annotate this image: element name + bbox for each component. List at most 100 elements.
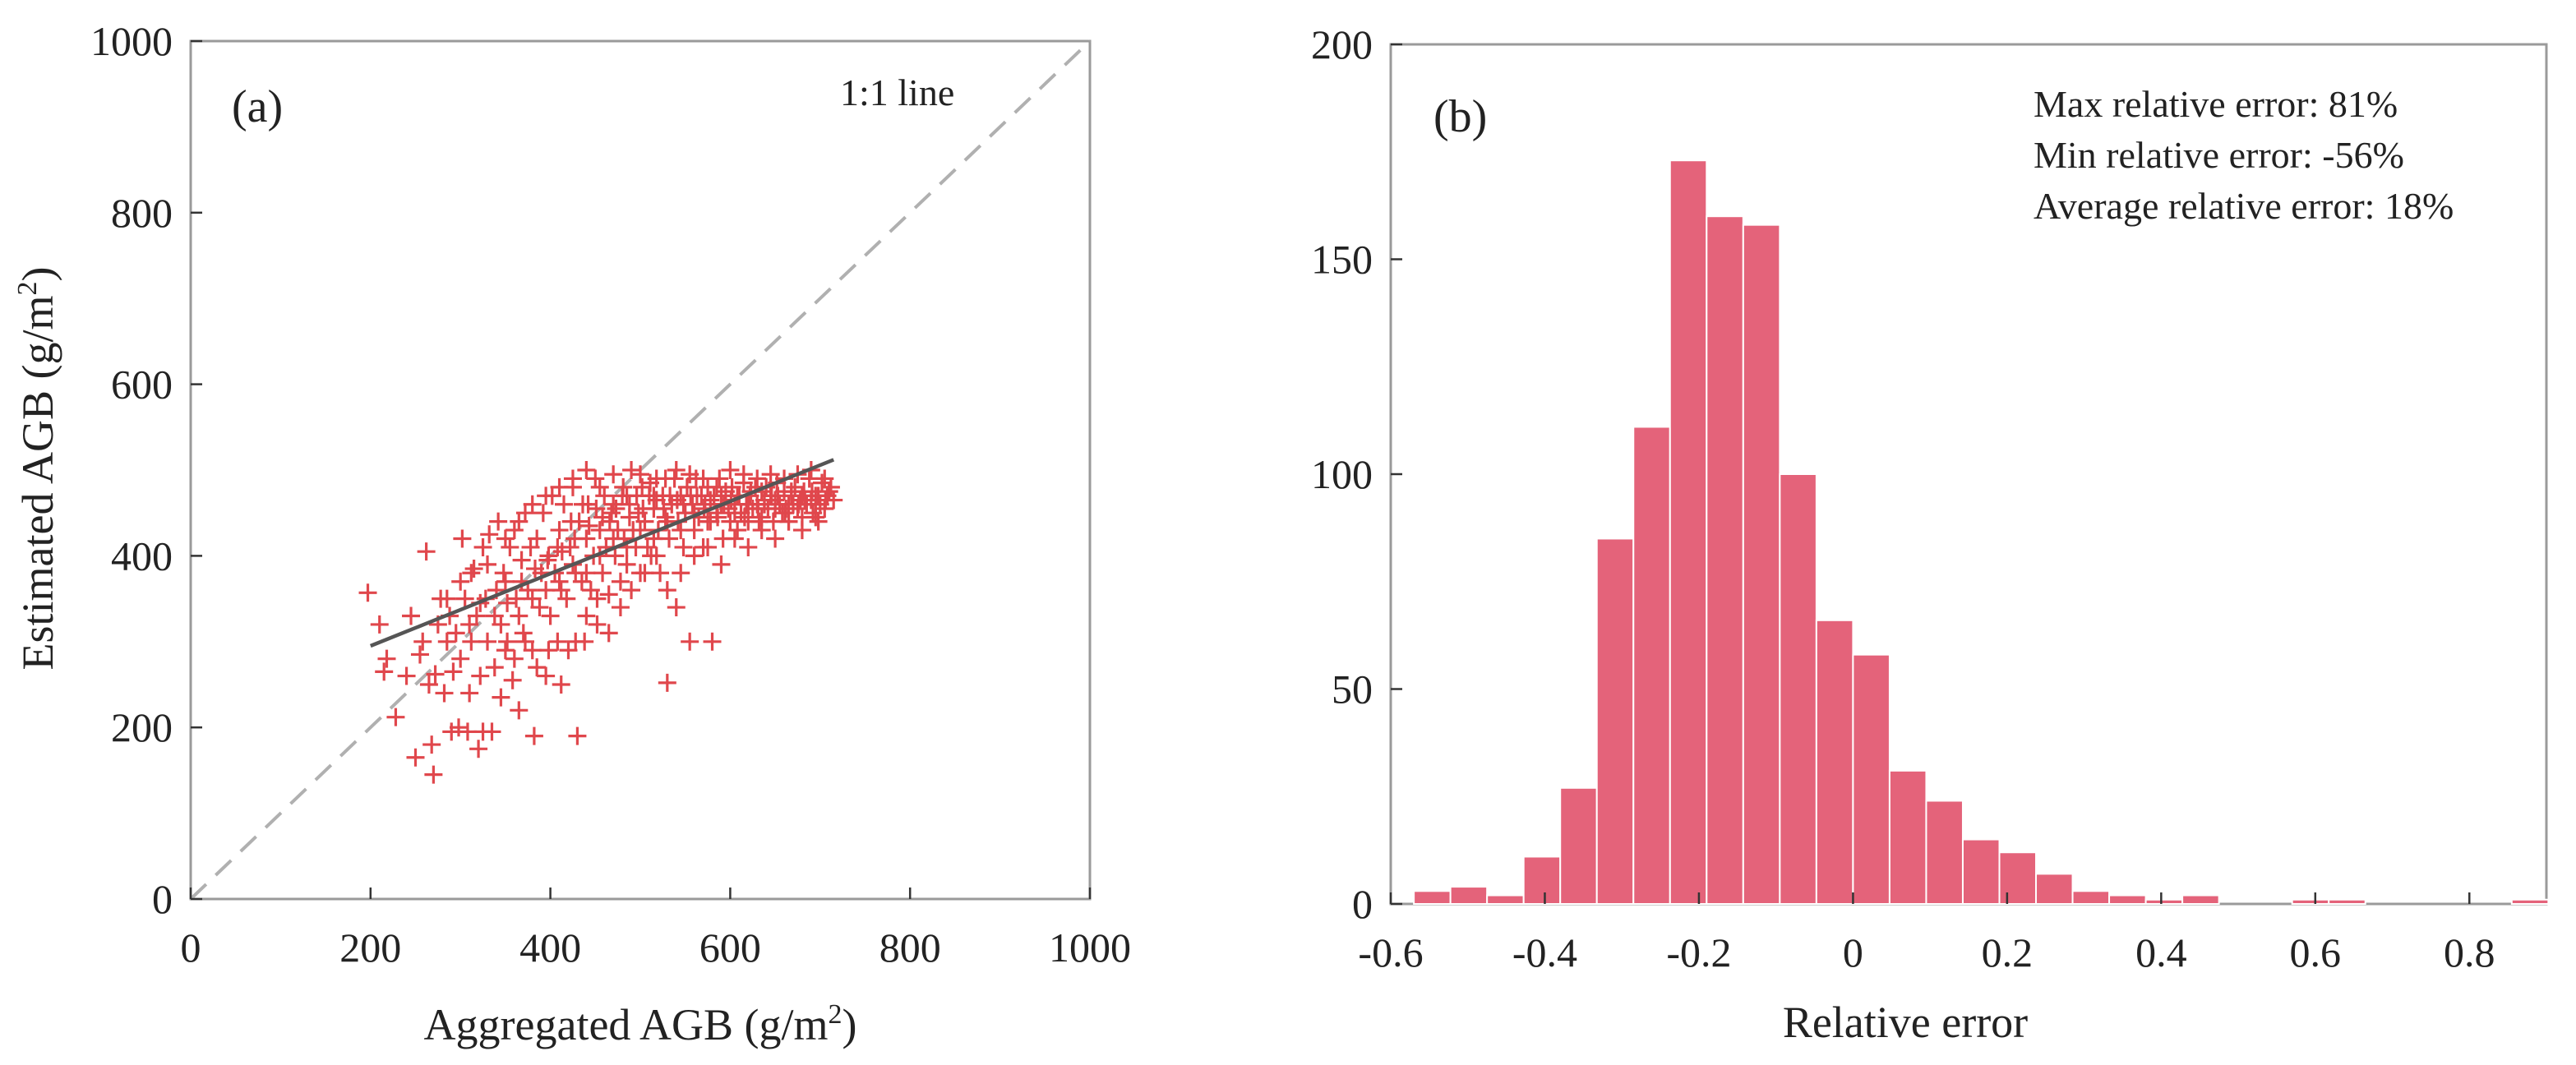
x-tick-label: 400 bbox=[519, 924, 581, 970]
scatter-point bbox=[593, 564, 612, 583]
scatter-point bbox=[496, 572, 515, 591]
scatter-point bbox=[426, 665, 445, 684]
scatter-point bbox=[451, 649, 470, 668]
plot-frame-a bbox=[189, 39, 1092, 901]
scatter-point bbox=[450, 718, 469, 737]
x-tick-label: 0 bbox=[181, 924, 201, 970]
x-axis-title-a-text: Aggregated AGB (g/m bbox=[424, 1000, 829, 1049]
scatter-point bbox=[528, 529, 547, 548]
scatter-point bbox=[586, 469, 605, 488]
scatter-point bbox=[577, 564, 596, 583]
scatter-point bbox=[550, 521, 569, 540]
y-tick-label: 100 bbox=[1311, 451, 1373, 497]
scatter-point bbox=[739, 537, 758, 556]
x-axis-title-a-close: ) bbox=[842, 1000, 856, 1049]
scatter-point bbox=[672, 521, 690, 540]
scatter-point bbox=[764, 512, 782, 531]
scatter-point bbox=[590, 477, 609, 496]
scatter-point bbox=[611, 572, 630, 591]
scatter-point bbox=[710, 469, 729, 488]
scatter-point bbox=[552, 675, 570, 694]
scatter-point bbox=[566, 529, 584, 548]
scatter-point bbox=[485, 658, 504, 677]
scatter-point bbox=[541, 606, 560, 625]
scatter-point bbox=[634, 499, 653, 518]
scatter-point bbox=[473, 537, 492, 556]
y-tick-label: 0 bbox=[152, 876, 173, 922]
scatter-point bbox=[410, 645, 429, 664]
scatter-point bbox=[622, 461, 641, 479]
scatter-point bbox=[528, 658, 547, 677]
scatter-point bbox=[451, 572, 470, 591]
scatter-point bbox=[712, 486, 731, 505]
scatter-point bbox=[647, 546, 666, 565]
histogram-bar bbox=[1925, 800, 1964, 905]
x-tick-label: 0 bbox=[1843, 929, 1863, 975]
scatter-point bbox=[595, 486, 614, 505]
scatter-point bbox=[607, 499, 626, 518]
scatter-point bbox=[548, 537, 567, 556]
scatter-point bbox=[572, 572, 591, 591]
scatter-point bbox=[800, 469, 819, 488]
scatter-point bbox=[703, 632, 722, 651]
scatter-point bbox=[782, 482, 801, 501]
scatter-point bbox=[635, 564, 654, 583]
scatter-point bbox=[533, 504, 552, 523]
fit-line bbox=[369, 458, 835, 648]
scatter-point bbox=[606, 546, 625, 565]
histogram-bar bbox=[1706, 215, 1744, 905]
scatter-point bbox=[602, 504, 621, 523]
scatter-point bbox=[494, 564, 513, 583]
scatter-point bbox=[728, 521, 747, 540]
scatter-point bbox=[792, 486, 811, 505]
scatter-point bbox=[523, 495, 542, 514]
histogram-bar bbox=[1742, 224, 1781, 906]
scatter-point bbox=[473, 722, 492, 741]
scatter-point bbox=[455, 589, 474, 608]
scatter-point bbox=[721, 461, 740, 479]
x-tick-label: 1000 bbox=[1049, 924, 1131, 970]
scatter-point bbox=[557, 589, 576, 608]
scatter-point bbox=[437, 632, 456, 651]
scatter-point bbox=[614, 477, 633, 496]
histogram-bar bbox=[2328, 898, 2366, 906]
scatter-point bbox=[514, 624, 533, 643]
scatter-point bbox=[658, 673, 676, 692]
x-tick-label: 0.8 bbox=[2444, 929, 2495, 975]
scatter-point bbox=[538, 551, 557, 569]
x-tick-label: -0.2 bbox=[1666, 929, 1731, 975]
scatter-point bbox=[386, 708, 405, 726]
scatter-point bbox=[555, 495, 574, 514]
scatter-point bbox=[819, 482, 838, 501]
scatter-point bbox=[654, 499, 673, 518]
histogram-bar bbox=[2291, 898, 2330, 906]
scatter-point bbox=[478, 555, 497, 574]
scatter-point bbox=[599, 624, 618, 643]
scatter-point bbox=[413, 632, 432, 651]
histogram-bar bbox=[2181, 894, 2220, 906]
scatter-point bbox=[489, 512, 508, 531]
scatter-point bbox=[792, 521, 811, 540]
scatter-point bbox=[492, 688, 510, 707]
scatter-point bbox=[458, 722, 477, 741]
scatter-point bbox=[539, 641, 558, 660]
x-axis-ticks-a: 0 200 400 600 800 1000 bbox=[181, 888, 1131, 970]
scatter-point bbox=[672, 564, 690, 583]
scatter-point bbox=[748, 469, 767, 488]
histogram-bar bbox=[1522, 855, 1562, 905]
scatter-point bbox=[802, 482, 821, 501]
scatter-point bbox=[417, 542, 436, 561]
scatter-point bbox=[766, 529, 785, 548]
scatter-point bbox=[604, 465, 623, 484]
scatter-point bbox=[370, 615, 389, 634]
y-tick-label: 800 bbox=[111, 190, 173, 236]
scatter-point bbox=[496, 529, 515, 548]
scatter-point bbox=[462, 564, 481, 583]
y-axis-ticks-a: 0 200 400 600 800 1000 bbox=[90, 18, 202, 922]
scatter-point bbox=[694, 469, 713, 488]
scatter-point bbox=[446, 624, 465, 643]
scatter-point bbox=[485, 606, 504, 625]
scatter-point bbox=[685, 546, 704, 565]
scatter-point bbox=[658, 581, 676, 600]
